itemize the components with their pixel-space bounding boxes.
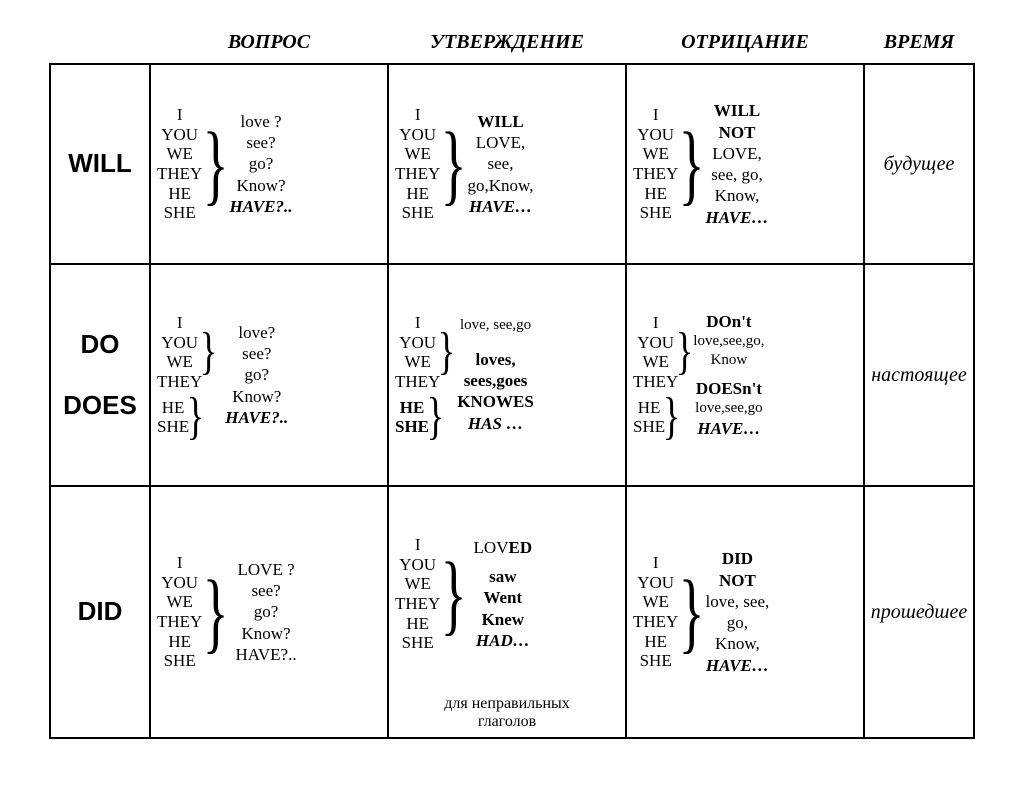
tense-future: будущее [863,63,975,265]
present-neg-cell: I YOU WE THEY } HE SHE } DOn't love,see,… [625,263,865,487]
past-neg-verbs: DID NOT love, see, go, Know, HAVE… [706,548,770,676]
brace-icon: } [679,133,705,196]
brace-icon: } [187,399,204,435]
past-affirm-cell: I YOU WE THEY HE SHE } LOVED saw Went Kn… [387,485,627,739]
tense-past: прошедшее [863,485,975,739]
past-q-verbs: LOVE ? see? go? Know? HAVE?.. [236,559,297,665]
past-question-cell: I YOU WE THEY HE SHE } LOVE ? see? go? K… [149,485,389,739]
brace-icon: } [427,399,444,435]
header-negation: ОТРИЦАНИЕ [626,20,864,64]
brace-icon: } [200,334,217,370]
rowhead-past: DID [49,485,151,739]
brace-icon: } [441,133,467,196]
present-q-verbs: love? see? go? Know? HAVE?.. [225,322,288,428]
brace-icon: } [438,334,455,370]
rowhead-present: DO DOES [49,263,151,487]
past-neg-cell: I YOU WE THEY HE SHE } DID NOT love, see… [625,485,865,739]
brace-icon: } [441,563,467,626]
present-aff-verbs: love, see,go loves, sees,goes KNOWES HAS… [457,316,534,434]
pronouns-all: I YOU WE THEY HE SHE [395,535,440,652]
rowhead-do: DO [81,329,120,360]
brace-icon: } [203,581,229,644]
future-q-verbs: love ? see? go? Know? HAVE?.. [230,111,293,217]
future-neg-verbs: WILL NOT LOVE, see, go, Know, HAVE… [706,100,769,228]
pronouns-all: I YOU WE THEY HE SHE [395,105,440,222]
pronouns-all: I YOU WE THEY HE SHE [633,553,678,670]
header-question: ВОПРОС [150,20,388,64]
present-neg-verbs: DOn't love,see,go, Know DOESn't love,see… [693,311,764,439]
header-tense: ВРЕМЯ [864,20,974,64]
pronouns-all: I YOU WE THEY HE SHE [633,105,678,222]
header-statement: УТВЕРЖДЕНИЕ [388,20,626,64]
present-affirm-cell: I YOU WE THEY } HE SHE } love, see,go lo… [387,263,627,487]
rowhead-does: DOES [63,390,137,421]
future-question-cell: I YOU WE THEY HE SHE } love ? see? go? K… [149,63,389,265]
tense-present: настоящее [863,263,975,487]
grammar-table: ВОПРОС УТВЕРЖДЕНИЕ ОТРИЦАНИЕ ВРЕМЯ WILL … [50,20,974,738]
header-blank [50,20,150,64]
pronouns-all: I YOU WE THEY HE SHE [157,553,202,670]
brace-icon: } [676,334,693,370]
brace-icon: } [203,133,229,196]
irregular-note: для неправильных глаголов [395,695,619,731]
rowhead-did: DID [78,596,123,627]
brace-icon: } [679,581,705,644]
brace-icon: } [663,399,680,435]
rowhead-future-label: WILL [68,148,132,179]
future-aff-verbs: WILL LOVE, see, go,Know, HAVE… [468,111,534,217]
future-affirm-cell: I YOU WE THEY HE SHE } WILL LOVE, see, g… [387,63,627,265]
present-question-cell: I YOU WE THEY } HE SHE } love? see? go? … [149,263,389,487]
rowhead-future: WILL [49,63,151,265]
past-aff-verbs: LOVED saw Went Knew HAD… [474,537,533,651]
future-neg-cell: I YOU WE THEY HE SHE } WILL NOT LOVE, se… [625,63,865,265]
pronouns-all: I YOU WE THEY HE SHE [157,105,202,222]
